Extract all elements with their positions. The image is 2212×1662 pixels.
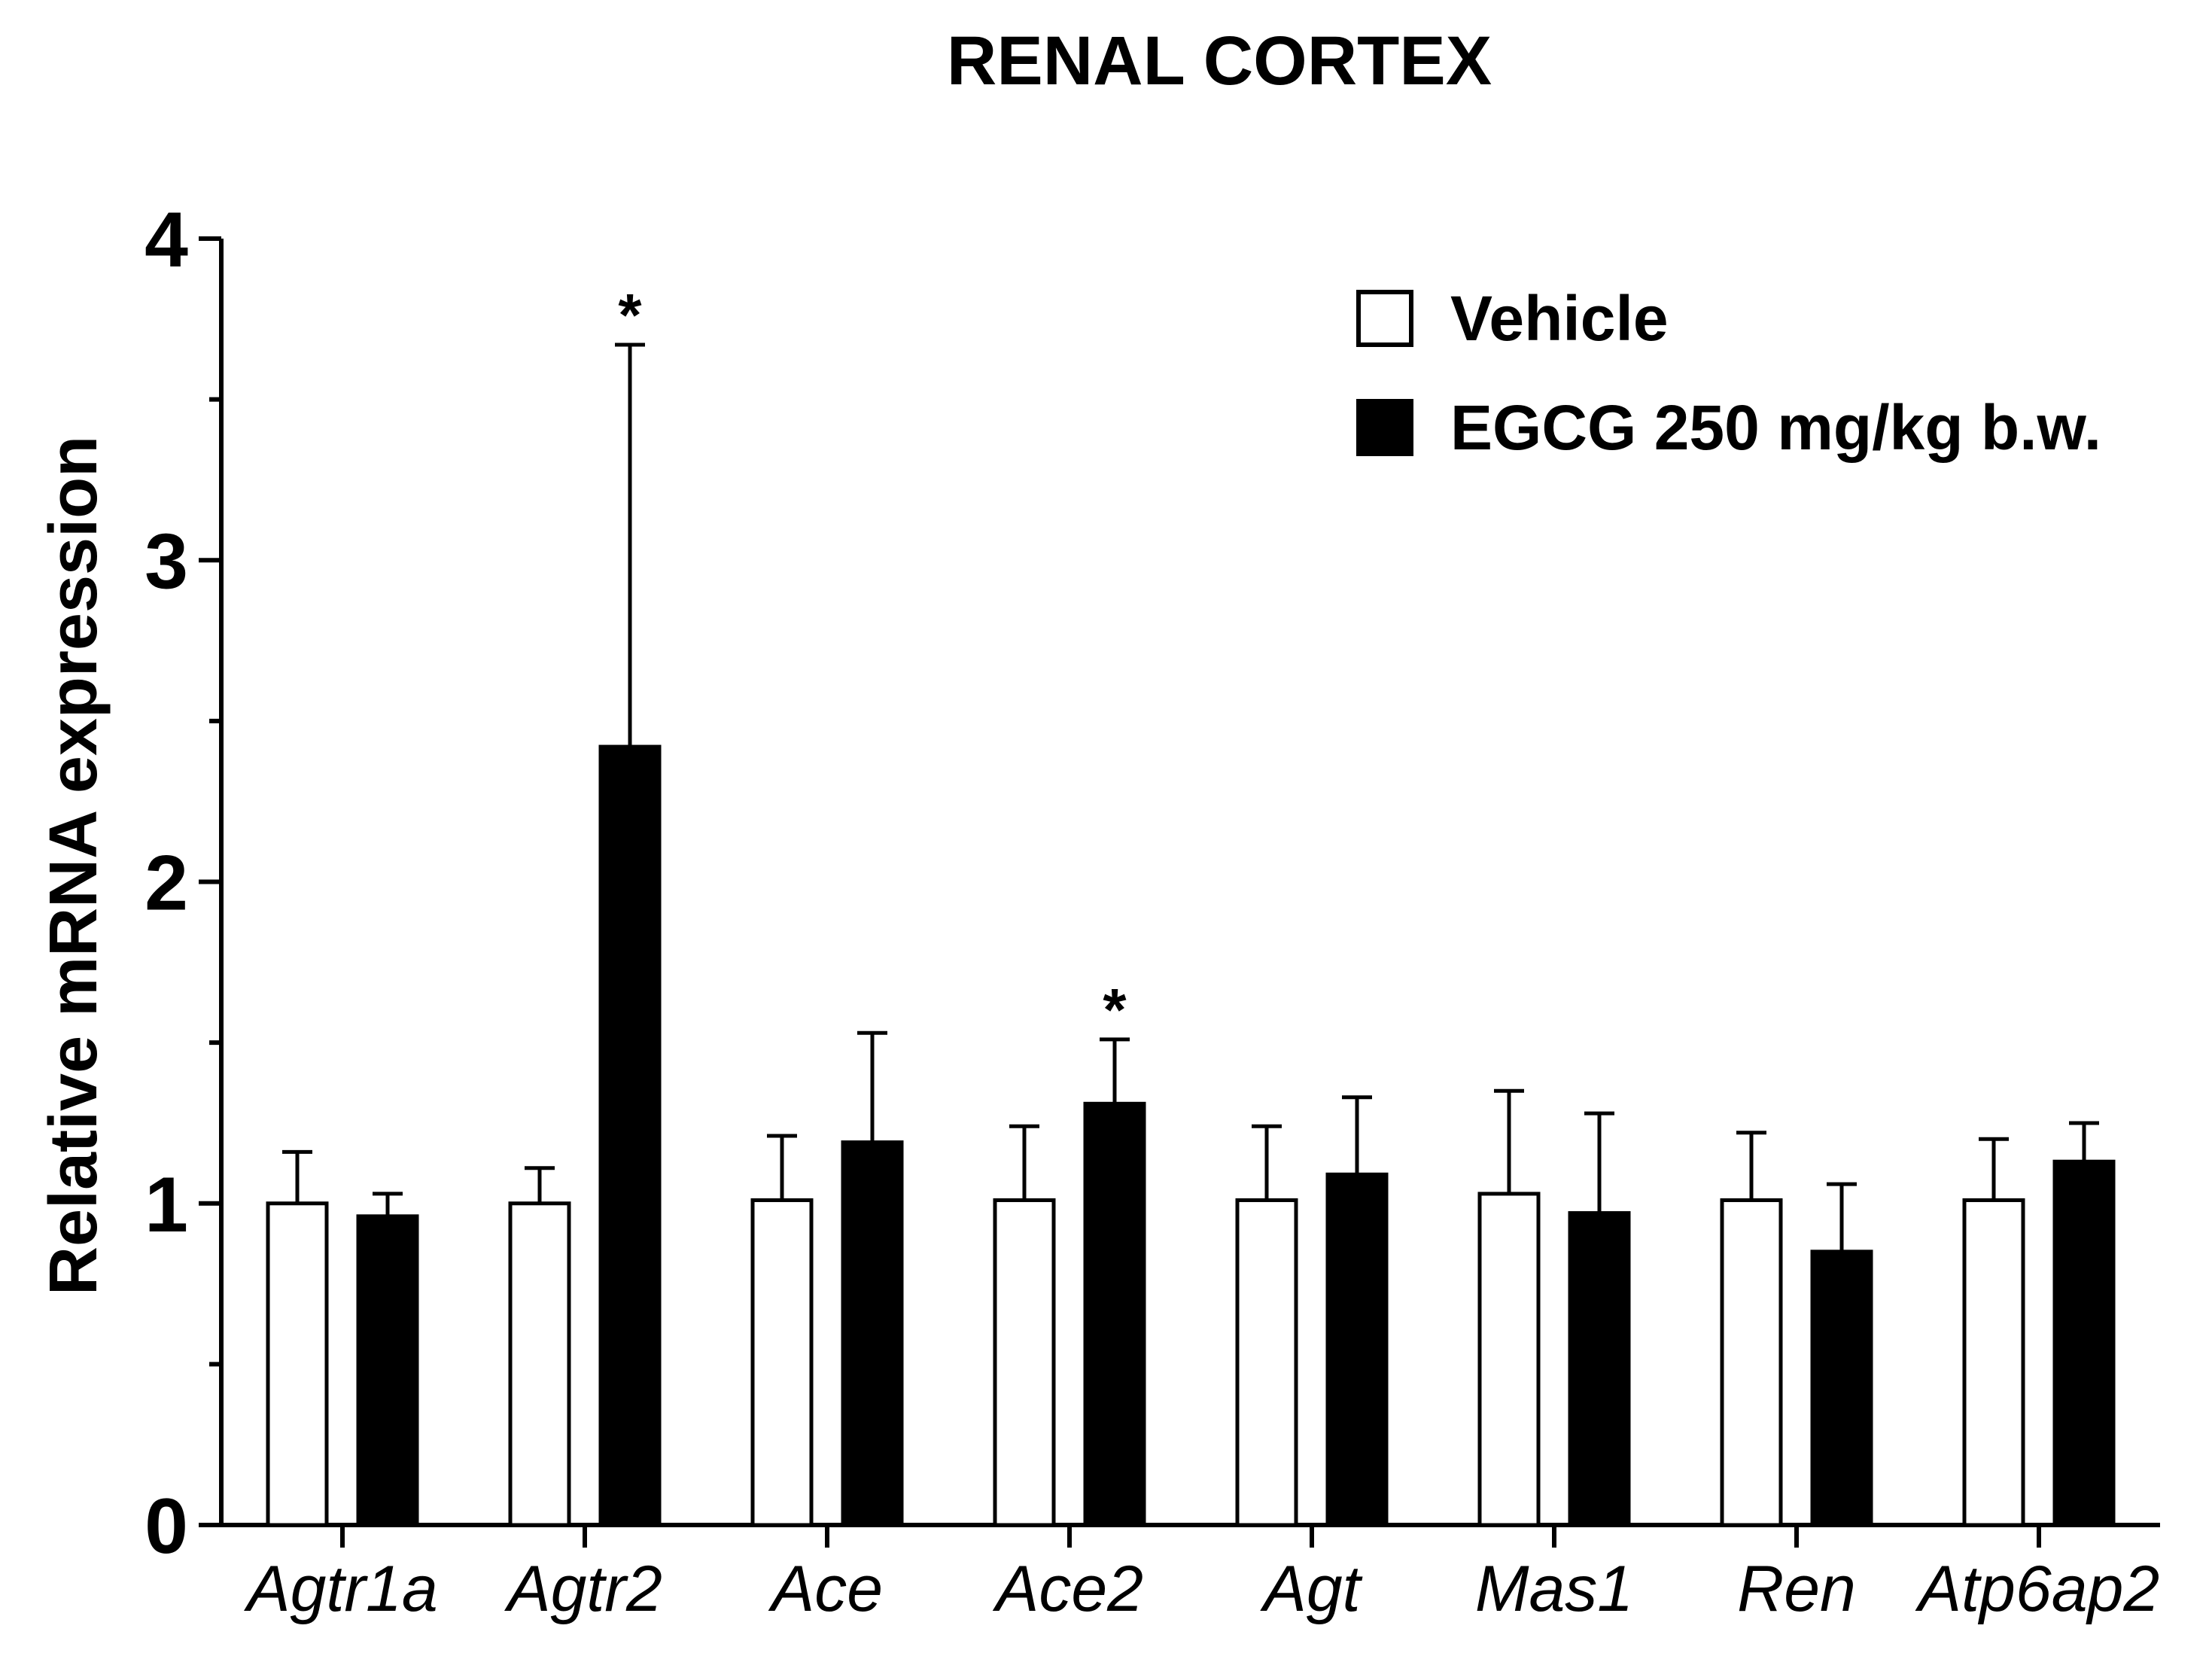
bar-egcg-ace xyxy=(841,1140,904,1527)
chart-title: RENAL CORTEX xyxy=(947,23,1492,99)
x-tick-label: Agt xyxy=(1259,1553,1362,1625)
y-tick-label: 0 xyxy=(145,1483,188,1570)
bar-vehicle-mas1 xyxy=(1477,1192,1541,1527)
y-axis-label: Relative mRNA expression xyxy=(36,436,111,1295)
x-tick-label: Ren xyxy=(1737,1553,1856,1625)
bars-layer: ** xyxy=(266,282,2116,1527)
bar-vehicle-ace2 xyxy=(993,1198,1056,1527)
legend-swatch-egcg xyxy=(1356,399,1413,456)
bar-egcg-agt xyxy=(1325,1172,1389,1527)
legend-swatch-vehicle xyxy=(1356,290,1413,347)
x-tick-label: Agtr2 xyxy=(504,1553,662,1625)
bar-vehicle-ace xyxy=(750,1198,814,1527)
x-tick-label: Ace2 xyxy=(992,1553,1143,1625)
bar-egcg-atp6ap2 xyxy=(2052,1159,2116,1527)
x-tick-label: Atp6ap2 xyxy=(1915,1553,2159,1625)
x-tick-label: Mas1 xyxy=(1475,1553,1633,1625)
x-tick-label: Agtr1a xyxy=(243,1553,437,1625)
significance-marker: * xyxy=(618,282,642,349)
bar-vehicle-agt xyxy=(1235,1198,1298,1527)
y-tick-label: 2 xyxy=(145,840,188,927)
bar-egcg-ren xyxy=(1810,1250,1873,1527)
axes: 0 1 2 3 4 Agtr1a Agtr2 Ace Ace2 Agt Mas1 Ren Atp6ap2 xyxy=(145,196,2160,1625)
x-tick-label: Ace xyxy=(768,1553,883,1625)
bar-vehicle-ren xyxy=(1720,1198,1783,1527)
bar-egcg-agtr1a xyxy=(356,1214,419,1527)
legend: Vehicle EGCG 250 mg/kg b.w. xyxy=(1356,283,2101,463)
y-tick-label: 3 xyxy=(145,518,188,605)
bar-vehicle-agtr2 xyxy=(508,1201,571,1527)
legend-label: EGCG 250 mg/kg b.w. xyxy=(1450,392,2101,463)
bar-vehicle-atp6ap2 xyxy=(1962,1198,2025,1527)
bar-egcg-agtr2 xyxy=(598,744,662,1527)
significance-marker: * xyxy=(1103,976,1127,1043)
bar-egcg-ace2 xyxy=(1083,1101,1146,1527)
bar-vehicle-agtr1a xyxy=(266,1201,329,1527)
legend-label: Vehicle xyxy=(1450,283,1669,354)
y-tick-label: 4 xyxy=(145,196,188,284)
bar-egcg-mas1 xyxy=(1568,1211,1631,1527)
y-tick-label: 1 xyxy=(145,1161,188,1249)
